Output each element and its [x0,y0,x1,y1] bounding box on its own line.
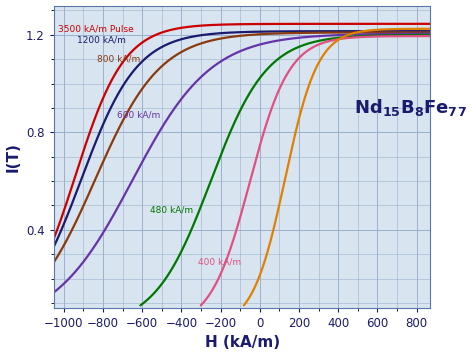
Text: $\mathbf{Nd_{15}B_8Fe_{77}}$: $\mathbf{Nd_{15}B_8Fe_{77}}$ [354,98,466,119]
Text: 800 kA/m: 800 kA/m [97,55,140,64]
Y-axis label: I(T): I(T) [6,142,20,172]
X-axis label: H (kA/m): H (kA/m) [204,335,280,350]
Text: 400 kA/m: 400 kA/m [198,257,241,266]
Text: 600 kA/m: 600 kA/m [117,111,160,120]
Text: 3500 kA/m Pulse: 3500 kA/m Pulse [58,24,134,33]
Text: 480 kA/m: 480 kA/m [150,206,193,215]
Text: 1200 kA/m: 1200 kA/m [77,35,126,44]
